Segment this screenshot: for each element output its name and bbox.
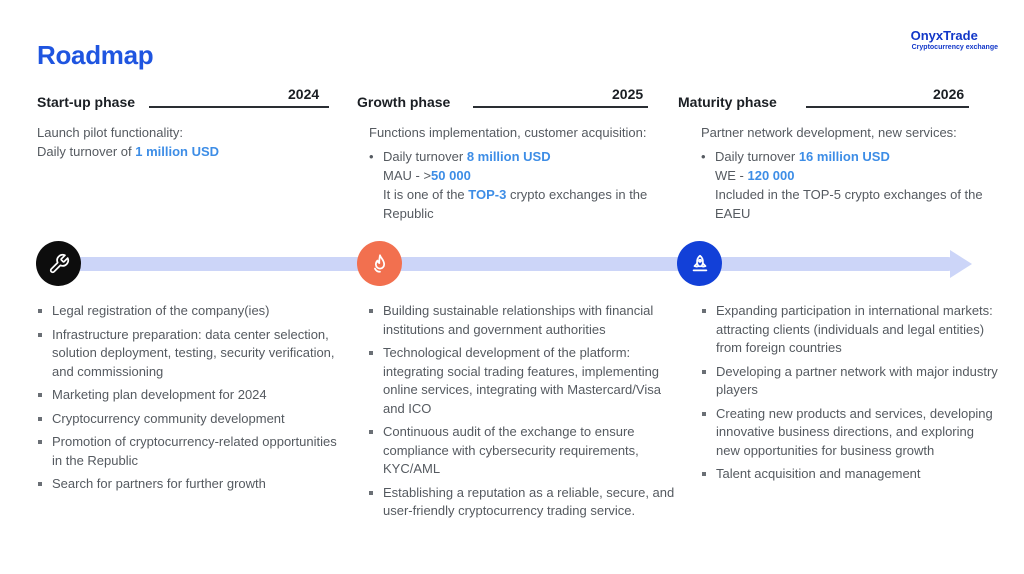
goal-value: 1 million USD (135, 144, 220, 159)
goal-text: Daily turnover of (37, 144, 136, 159)
list-item: Developing a partner network with major … (701, 363, 1001, 400)
goal-text: It is one of the (383, 187, 469, 202)
goal-item: Daily turnover 8 million USD MAU - >50 0… (369, 147, 669, 223)
goal-value: TOP-3 (468, 187, 507, 202)
page-title: Roadmap (37, 40, 154, 70)
phase-header-growth: Growth phase 2025 (357, 86, 649, 111)
timeline-track (62, 257, 955, 271)
phase-header-startup: Start-up phase 2024 (37, 86, 329, 111)
phase-goal-startup: Launch pilot functionality: Daily turnov… (37, 123, 337, 161)
brand-name: OnyxTrade (910, 28, 978, 43)
goal-intro: Partner network development, new service… (701, 125, 957, 140)
phase-year: 2026 (933, 86, 965, 102)
phase-name: Start-up phase (37, 94, 136, 110)
goal-text: WE - (715, 168, 748, 183)
list-item: Establishing a reputation as a reliable,… (368, 484, 680, 521)
wrench-icon (36, 241, 81, 286)
phase-year: 2024 (288, 86, 320, 102)
task-list: Building sustainable relationships with … (368, 302, 680, 521)
list-item: Technological development of the platfor… (368, 344, 680, 418)
rocket-icon (677, 241, 722, 286)
task-list: Expanding participation in international… (701, 302, 1001, 484)
goal-value: 16 million USD (798, 149, 890, 164)
phase-goal-maturity: Partner network development, new service… (701, 123, 1001, 223)
list-item: Cryptocurrency community development (37, 410, 342, 429)
timeline-arrow-head (950, 250, 972, 278)
goal-text: Daily turnover (715, 149, 799, 164)
goal-line: Daily turnover of 1 million USD (37, 142, 337, 161)
list-item: Infrastructure preparation: data center … (37, 326, 342, 382)
goal-value: 120 000 (747, 168, 795, 183)
goal-intro: Launch pilot functionality: (37, 125, 183, 140)
goal-text: crypto exchanges in the Republic (383, 187, 648, 221)
goal-value: 50 000 (431, 168, 471, 183)
task-list: Legal registration of the company(ies) I… (37, 302, 342, 494)
goal-text: Daily turnover (383, 149, 467, 164)
goal-list: Daily turnover 16 million USD WE - 120 0… (701, 147, 1001, 223)
brand-subtitle: Cryptocurrency exchange (911, 44, 998, 51)
phase-header-maturity: Maturity phase 2026 (678, 86, 970, 111)
goal-intro: Functions implementation, customer acqui… (369, 125, 647, 140)
phase-name: Maturity phase (678, 94, 777, 110)
list-item: Building sustainable relationships with … (368, 302, 680, 339)
phase-tasks-startup: Legal registration of the company(ies) I… (37, 302, 342, 499)
goal-list: Daily turnover 8 million USD MAU - >50 0… (369, 147, 669, 223)
list-item: Legal registration of the company(ies) (37, 302, 342, 321)
goal-text: Included in the TOP-5 crypto exchanges o… (715, 187, 983, 221)
phase-year: 2025 (612, 86, 644, 102)
list-item: Continuous audit of the exchange to ensu… (368, 423, 680, 479)
brand-logo: OnyxTrade Cryptocurrency exchange (911, 28, 998, 52)
list-item: Promotion of cryptocurrency-related oppo… (37, 433, 342, 470)
goal-text: MAU - > (383, 168, 432, 183)
flame-icon (357, 241, 402, 286)
goal-value: 8 million USD (466, 149, 551, 164)
phase-name: Growth phase (357, 94, 451, 110)
phase-divider (473, 106, 648, 108)
list-item: Talent acquisition and management (701, 465, 1001, 484)
list-item: Search for partners for further growth (37, 475, 342, 494)
phase-tasks-maturity: Expanding participation in international… (701, 302, 1001, 489)
phase-divider (149, 106, 329, 108)
list-item: Marketing plan development for 2024 (37, 386, 342, 405)
list-item: Expanding participation in international… (701, 302, 1001, 358)
list-item: Creating new products and services, deve… (701, 405, 1001, 461)
phase-tasks-growth: Building sustainable relationships with … (368, 302, 680, 526)
phase-goal-growth: Functions implementation, customer acqui… (369, 123, 669, 223)
goal-item: Daily turnover 16 million USD WE - 120 0… (701, 147, 1001, 223)
phase-divider (806, 106, 969, 108)
